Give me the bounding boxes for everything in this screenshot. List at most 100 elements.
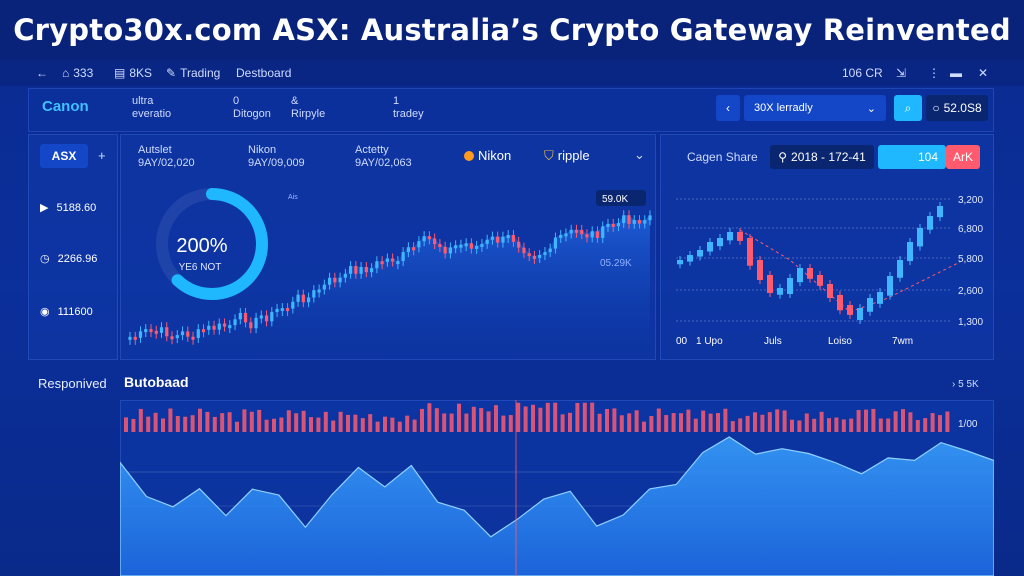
candle <box>574 229 579 233</box>
add-ticker-button[interactable]: + <box>98 148 106 163</box>
x-tick-label: Loiso <box>828 336 852 347</box>
candle <box>443 246 447 254</box>
volume-bar <box>397 421 402 432</box>
volume-bar <box>331 420 336 432</box>
volume-bar <box>723 408 728 432</box>
volume-bar <box>716 413 720 432</box>
header-b-line1: 0 <box>233 95 240 107</box>
volume-bar <box>568 412 572 432</box>
volume-bar <box>286 410 291 432</box>
candle <box>897 260 903 278</box>
volume-bar <box>753 412 757 432</box>
candle <box>364 267 368 273</box>
candle <box>427 236 431 240</box>
candle <box>538 254 542 258</box>
candle <box>264 315 269 322</box>
candle <box>306 297 311 303</box>
candle <box>757 260 763 281</box>
candle <box>485 239 489 244</box>
volume-bar <box>760 414 765 432</box>
coins-dropdown-chevron-icon[interactable]: ⌄ <box>634 147 645 162</box>
volume-bar <box>730 421 735 432</box>
nav-item-dashboard[interactable]: Destboard <box>236 66 292 80</box>
volume-bar <box>560 414 565 432</box>
volume-bar <box>479 408 484 432</box>
volume-bar <box>923 418 928 432</box>
volume-bar <box>642 421 646 432</box>
volume-bar <box>930 413 935 432</box>
camera-icon[interactable]: ▬ <box>950 66 962 80</box>
chart-top-label: Ais <box>288 194 298 201</box>
nav-item-333[interactable]: ⌂ 333 <box>62 66 94 80</box>
candle <box>222 323 227 327</box>
coin-nikon[interactable]: Nikon <box>464 149 511 162</box>
candle <box>133 336 137 340</box>
candle <box>917 228 923 247</box>
right-price-chart: 3,200 6,800 5,800 2,600 1,300 00 1 Upo Juls Loi… <box>676 195 983 347</box>
nav-item-8ks[interactable]: ▤ 8KS <box>114 66 153 80</box>
candle <box>737 232 743 241</box>
volume-bar <box>804 413 809 432</box>
volume-bar <box>442 413 447 432</box>
candle <box>322 284 326 290</box>
volume-bar <box>575 402 580 432</box>
volume-bar <box>708 413 713 432</box>
candle <box>207 325 211 330</box>
volume-bar <box>427 403 432 432</box>
volume-bar <box>664 415 669 432</box>
period-select[interactable]: 30X lerradly ⌄ <box>744 95 886 121</box>
volume-bar <box>353 414 358 432</box>
share-icon[interactable]: ⇲ <box>896 66 907 80</box>
x-tick-label: 00 <box>676 336 688 347</box>
coin-ripple[interactable]: ⛉ ripple <box>544 148 590 163</box>
volume-bar <box>153 412 158 432</box>
candle <box>296 294 300 302</box>
volume-bar <box>257 409 262 432</box>
candle <box>385 258 389 262</box>
coin-icon: ◉ <box>40 306 50 318</box>
bottom-left-label: Responived <box>38 376 107 391</box>
candle <box>459 244 463 248</box>
candle <box>847 305 853 315</box>
candle <box>637 220 642 224</box>
candle <box>595 231 600 238</box>
x-tick-label: 1 Upo <box>696 336 723 347</box>
bottom-right-label: › 5 5K <box>952 379 979 390</box>
tag-ark[interactable]: ArK <box>946 145 980 169</box>
candle <box>887 276 893 296</box>
candle <box>543 252 547 256</box>
menu-dots-icon[interactable]: ⋮ <box>928 66 940 80</box>
y-tick-label: 3,200 <box>958 195 983 206</box>
candle <box>433 238 437 245</box>
candle <box>480 243 484 247</box>
candle <box>580 229 584 235</box>
back-arrow-icon[interactable]: ← <box>36 66 48 80</box>
candle <box>469 243 474 249</box>
volume-bar <box>790 419 794 432</box>
candle <box>927 216 933 230</box>
candle <box>175 335 179 339</box>
brand-logo: Canon <box>42 98 89 115</box>
ticker-tab-asx[interactable]: ASX <box>40 144 88 168</box>
volume-bar <box>508 415 513 432</box>
search-button[interactable]: ⌕ <box>894 95 922 121</box>
volume-bar <box>915 420 920 432</box>
search-icon: ⌕ <box>904 100 912 115</box>
tag-104[interactable]: 104 <box>878 145 946 169</box>
candle <box>937 206 943 218</box>
volume-bar <box>893 411 898 432</box>
close-icon[interactable]: ✕ <box>978 66 989 80</box>
volume-bar <box>701 410 706 432</box>
volume-bar <box>612 408 617 432</box>
volume-bar <box>175 415 180 432</box>
prev-chevron-icon[interactable]: ‹ <box>716 95 740 121</box>
volume-bar <box>272 418 276 432</box>
nav-item-trading[interactable]: ✎ Trading <box>166 66 221 80</box>
date-display[interactable]: ⚲ 2018 - 172-41 <box>770 145 874 169</box>
volume-bar <box>597 413 602 432</box>
volume-bar <box>841 419 846 432</box>
candle <box>817 275 823 286</box>
candle <box>201 329 206 333</box>
clock-icon: ◷ <box>40 253 50 265</box>
volume-bar <box>212 416 217 432</box>
